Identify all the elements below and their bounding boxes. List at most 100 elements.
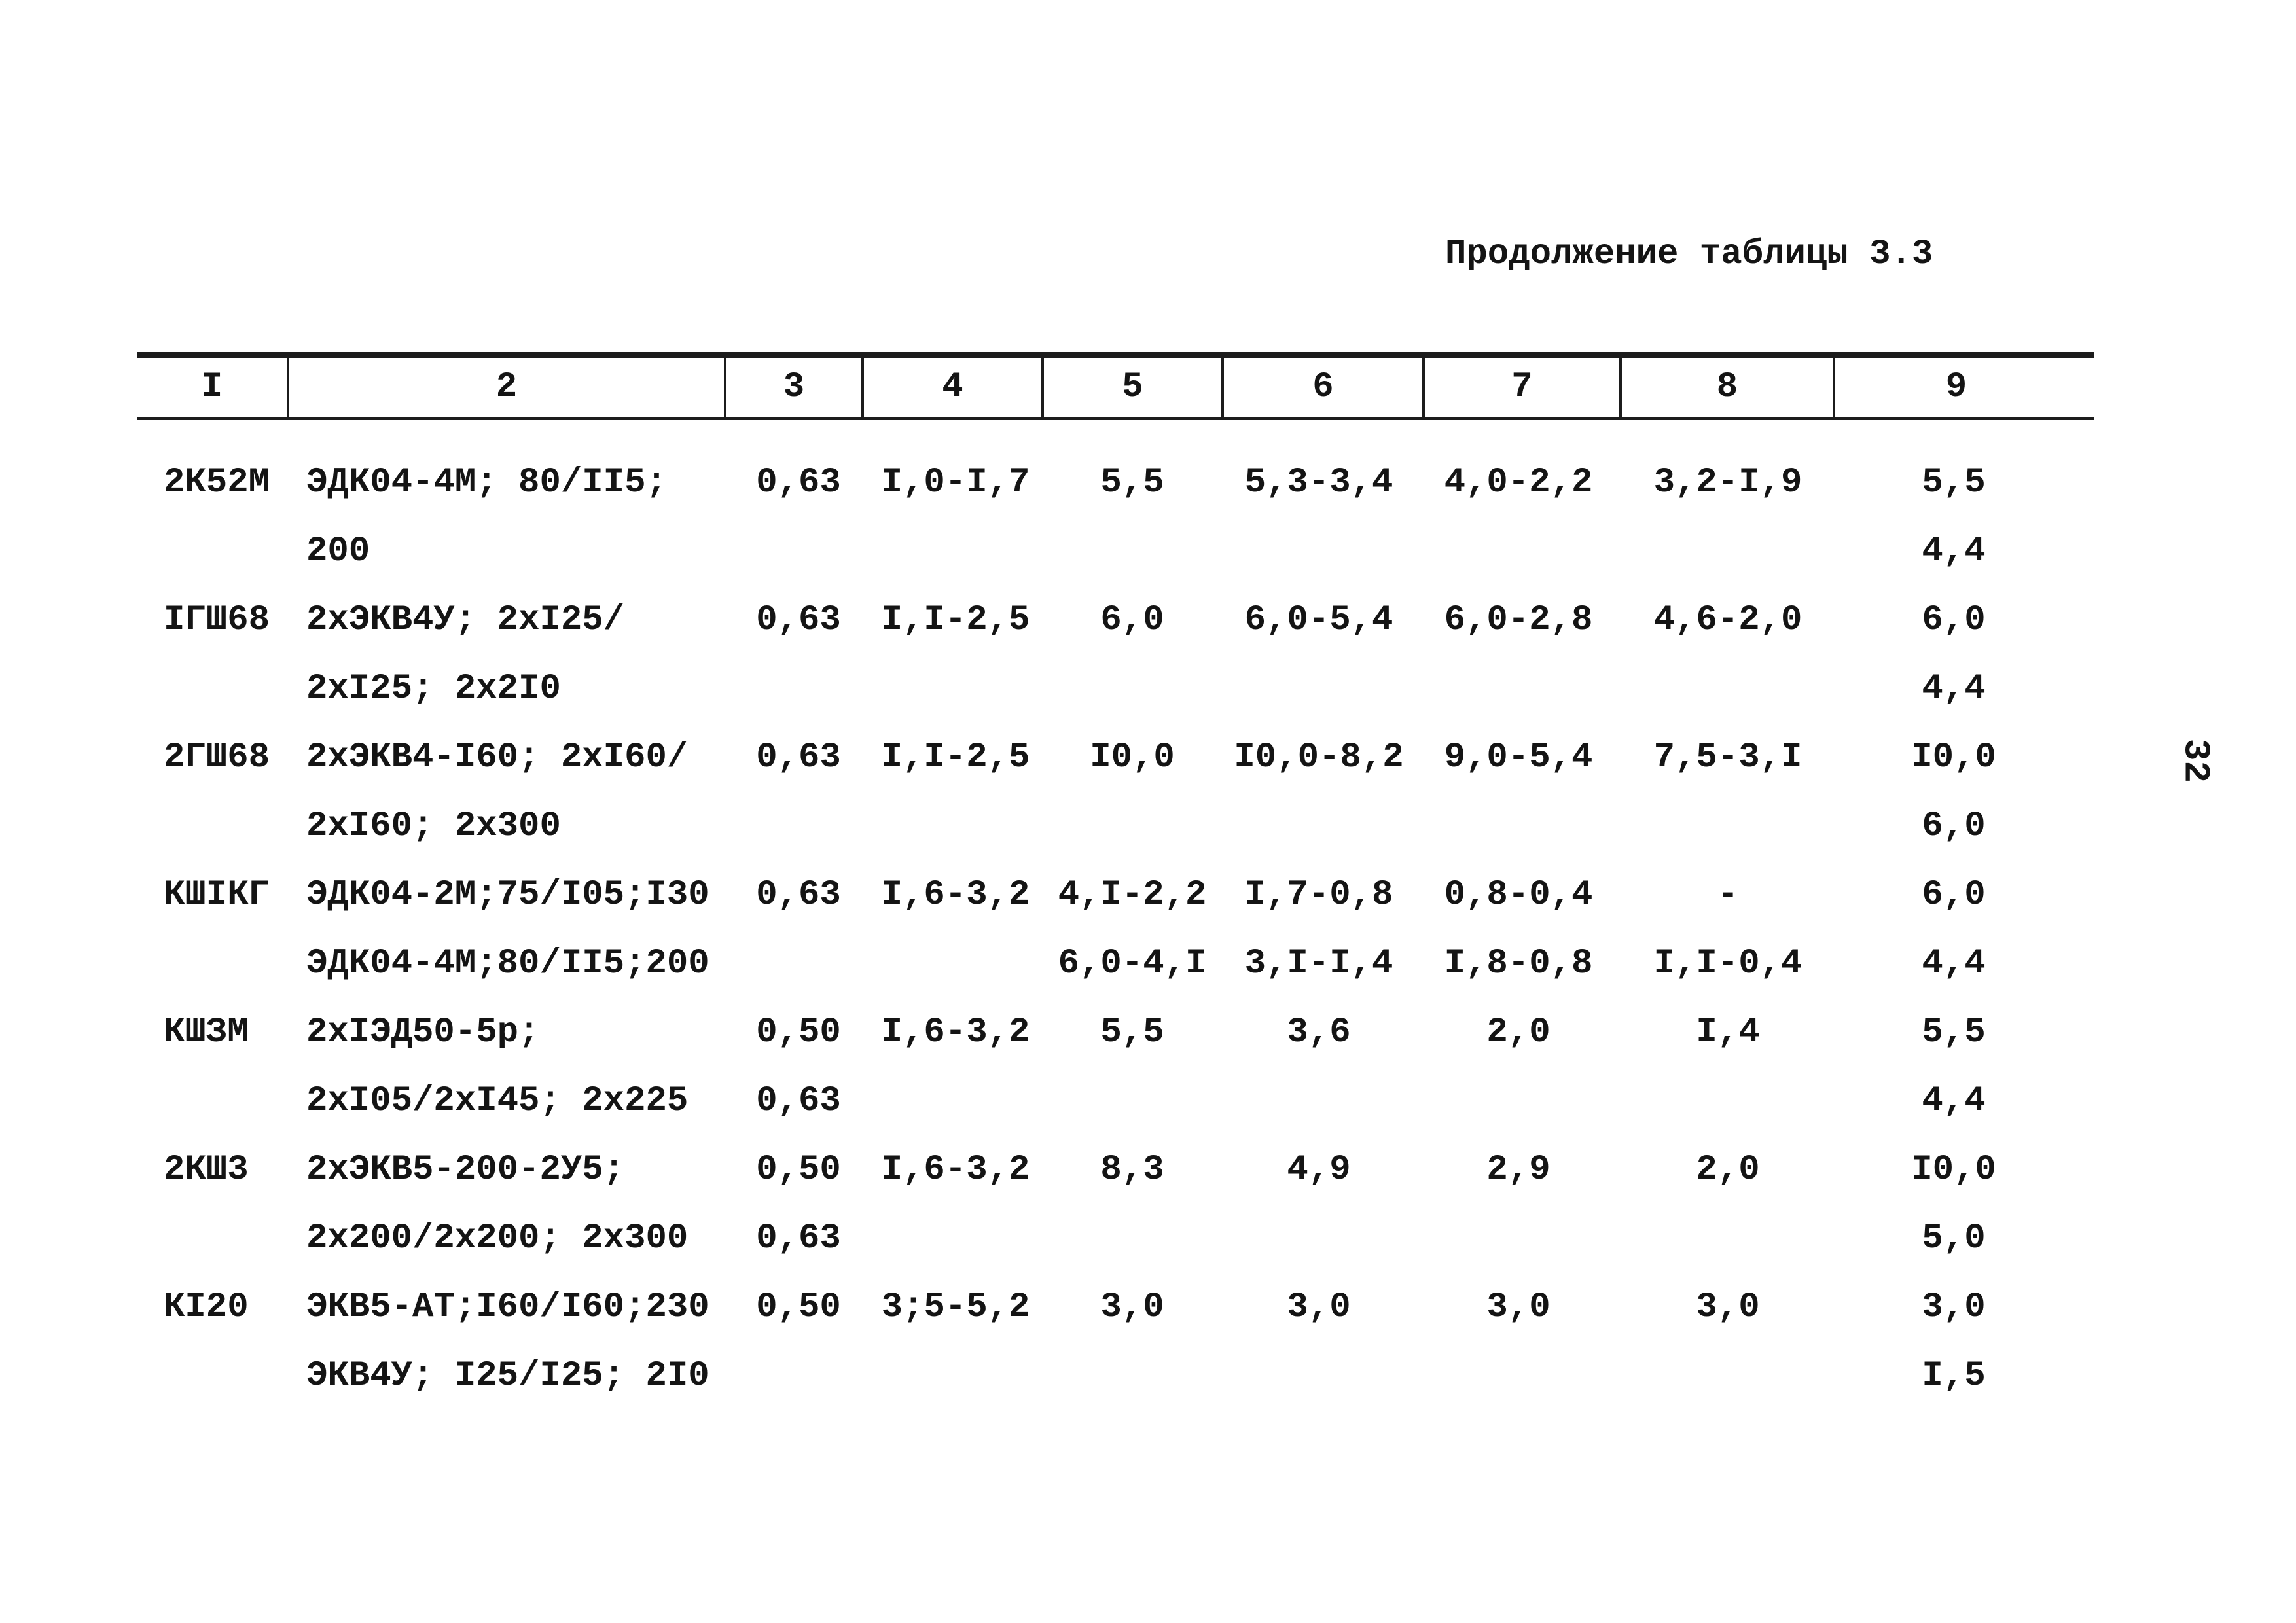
table-row-line: ЭДК04-4М;80/II5;200 6,0-4,I 3,I-I,4 I,8-…: [137, 929, 2094, 998]
table-cell: 0,63: [756, 875, 841, 915]
table-cell: 4,9: [1287, 1150, 1351, 1190]
table-row-line: 2хI05/2хI45; 2х225 0,63 4,4: [137, 1067, 2094, 1135]
table-cell: 4,0-2,2: [1444, 463, 1593, 503]
table-cell: 6,0-4,I: [1058, 944, 1207, 984]
table-cell: [1034, 1204, 1230, 1273]
table-cell: I,6-3,2: [881, 1012, 1030, 1052]
header-cell: 4: [942, 367, 963, 407]
header-cell: 3: [783, 367, 805, 407]
table-cell: ЭКВ5-АТ;I60/I60;230: [306, 1287, 709, 1327]
table-row-line: 2х200/2х200; 2х300 0,63 5,0: [137, 1204, 2094, 1273]
table-cell: КШЗМ: [164, 1012, 249, 1052]
table-cell: I,4: [1696, 1012, 1760, 1052]
table-cell: [1420, 654, 1617, 723]
table-cell: КI20: [164, 1287, 249, 1327]
table-cell: 5,5: [1100, 463, 1164, 503]
table-cell: 0,50: [756, 1150, 841, 1190]
table-cell: I,I-0,4: [1653, 944, 1803, 984]
table-cell: [1420, 517, 1617, 586]
table-cell: I0,0: [1911, 1150, 1996, 1190]
table-cell: ЭДК04-2М;75/I05;I30: [306, 875, 709, 915]
table-cell: [164, 1204, 304, 1273]
table-cell: I,0-I,7: [881, 463, 1030, 503]
table-cell: [1034, 1067, 1230, 1135]
table-cell: 2хIЭД50-5р;: [306, 1012, 540, 1052]
table-cell: [1034, 654, 1230, 723]
header-cell: 5: [1122, 367, 1143, 407]
table-row: IГШ68 2хЭКВ4У; 2хI25/ 0,63 I,I-2,5 6,0 6…: [137, 586, 2094, 723]
table-cell: I,6-3,2: [881, 875, 1030, 915]
table-cell: 2,0: [1696, 1150, 1760, 1190]
table-cell: 0,63: [756, 600, 841, 640]
table-cell: 2хI25; 2х2I0: [306, 669, 561, 709]
table-cell: 5,5: [1922, 1012, 1986, 1052]
table-cell: 2х200/2х200; 2х300: [306, 1219, 689, 1258]
table-row-line: ЭКВ4У; I25/I25; 2I0 I,5: [137, 1342, 2094, 1410]
page-title: Продолжение таблицы 3.3: [1445, 234, 1933, 274]
table-cell: I0,0: [1090, 738, 1175, 777]
table-cell: 3,I-I,4: [1244, 944, 1393, 984]
table-cell: [1221, 1342, 1417, 1410]
table-row-line: IГШ68 2хЭКВ4У; 2хI25/ 0,63 I,I-2,5 6,0 6…: [137, 586, 2094, 654]
table-cell: [857, 1342, 1054, 1410]
table-cell: [1034, 792, 1230, 861]
table-cell: I,6-3,2: [881, 1150, 1030, 1190]
table-cell: 200: [306, 531, 370, 571]
table-cell: [1034, 1342, 1230, 1410]
table-cell: [857, 792, 1054, 861]
table-cell: 3,0: [1287, 1287, 1351, 1327]
table-cell: 4,4: [1922, 531, 1986, 571]
table-cell: 2,9: [1486, 1150, 1551, 1190]
table-cell: 2хI05/2хI45; 2х225: [306, 1081, 689, 1121]
table-cell: 8,3: [1100, 1150, 1164, 1190]
table-cell: [1221, 792, 1417, 861]
table-cell: 6,0-5,4: [1244, 600, 1393, 640]
table-cell: 3;5-5,2: [881, 1287, 1030, 1327]
table-cell: I,I-2,5: [881, 600, 1030, 640]
table-row-line: 2К52М ЭДК04-4М; 80/II5; 0,63 I,0-I,7 5,5…: [137, 448, 2094, 517]
table-cell: [164, 517, 304, 586]
table-cell: 6,0: [1922, 875, 1986, 915]
table-cell: [1630, 792, 1826, 861]
header-cell: 6: [1312, 367, 1334, 407]
table-row-line: 2хI60; 2х300 6,0: [137, 792, 2094, 861]
column-divider: [724, 358, 726, 417]
table-cell: [1034, 517, 1230, 586]
table-row: КШIКГ ЭДК04-2М;75/I05;I30 0,63 I,6-3,2 4…: [137, 861, 2094, 998]
page-number: 32: [2175, 738, 2217, 783]
table-cell: [1221, 654, 1417, 723]
table-cell: 5,0: [1922, 1219, 1986, 1258]
table-cell: [164, 654, 304, 723]
table-cell: [1420, 1067, 1617, 1135]
table-cell: 0,63: [756, 738, 841, 777]
table-cell: 2К52М: [164, 463, 270, 503]
table-cell: 0,63: [756, 1081, 841, 1121]
table-cell: 0,50: [756, 1287, 841, 1327]
table-cell: 2хI60; 2х300: [306, 806, 561, 846]
table-cell: 4,I-2,2: [1058, 875, 1207, 915]
table-cell: [1420, 792, 1617, 861]
table-cell: 3,6: [1287, 1012, 1351, 1052]
table-cell: 6,0: [1922, 600, 1986, 640]
table-cell: 6,0: [1100, 600, 1164, 640]
table-row-line: КШIКГ ЭДК04-2М;75/I05;I30 0,63 I,6-3,2 4…: [137, 861, 2094, 929]
column-divider: [1422, 358, 1425, 417]
table-cell: [857, 1067, 1054, 1135]
table-cell: [1630, 1342, 1826, 1410]
table-cell: ЭДК04-4М; 80/II5;: [306, 463, 667, 503]
table-cell: [857, 654, 1054, 723]
table-cell: IГШ68: [164, 600, 270, 640]
table-cell: 2,0: [1486, 1012, 1551, 1052]
table-cell: [1221, 1204, 1417, 1273]
table-cell: 7,5-3,I: [1653, 738, 1803, 777]
table-cell: [857, 929, 1054, 998]
table-cell: [857, 517, 1054, 586]
table-cell: I0,0: [1911, 738, 1996, 777]
table-row-line: 200 4,4: [137, 517, 2094, 586]
column-divider: [1619, 358, 1622, 417]
table-row: 2К52М ЭДК04-4М; 80/II5; 0,63 I,0-I,7 5,5…: [137, 448, 2094, 586]
header-cell: 7: [1511, 367, 1533, 407]
table-cell: 2ГШ68: [164, 738, 270, 777]
table-cell: 2хЭКВ5-200-2У5;: [306, 1150, 625, 1190]
table-cell: [1221, 517, 1417, 586]
